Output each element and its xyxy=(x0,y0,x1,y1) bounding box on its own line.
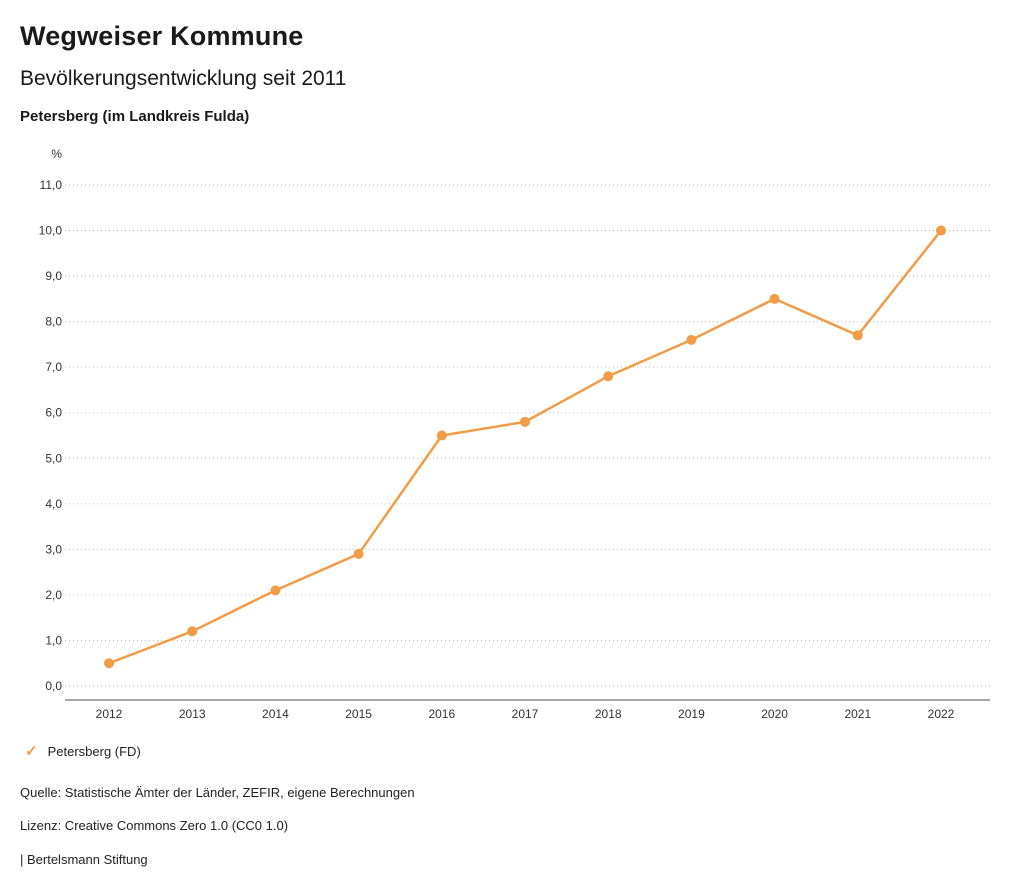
data-point[interactable] xyxy=(686,334,697,345)
attribution-text: | Bertelsmann Stiftung xyxy=(20,851,148,867)
y-tick-label: 0,0 xyxy=(45,679,62,693)
data-point[interactable] xyxy=(270,584,281,595)
data-point[interactable] xyxy=(104,657,114,668)
x-tick-label: 2020 xyxy=(761,707,788,721)
x-tick-label: 2012 xyxy=(96,707,123,721)
x-tick-label: 2013 xyxy=(179,707,206,721)
line-chart: % 0,0 1,0 2,0 3,0 4,0 5,0 6,0 7,0 8,0 9,0 10,0 11,0 2… xyxy=(39,147,990,721)
chart-region-subtitle: Petersberg (im Landkreis Fulda) xyxy=(20,107,250,125)
x-tick-label: 2014 xyxy=(262,707,289,721)
data-point[interactable] xyxy=(520,416,530,427)
source-text: Quelle: Statistische Ämter der Länder, Z… xyxy=(20,784,415,800)
y-tick-label: 9,0 xyxy=(45,269,62,283)
data-point[interactable] xyxy=(852,329,863,340)
y-tick-label: 11,0 xyxy=(40,178,63,192)
data-point[interactable] xyxy=(769,293,780,304)
legend-check-icon: ✓ xyxy=(25,742,38,760)
y-tick-label: 6,0 xyxy=(45,405,62,419)
data-point[interactable] xyxy=(603,370,614,381)
y-tick-label: 5,0 xyxy=(45,451,62,465)
y-tick-label: 7,0 xyxy=(45,360,62,374)
x-tick-label: 2021 xyxy=(844,707,871,721)
y-tick-label: 3,0 xyxy=(45,542,62,556)
y-tick-label: 8,0 xyxy=(45,314,62,328)
data-point[interactable] xyxy=(187,625,198,636)
page-title: Wegweiser Kommune xyxy=(20,21,304,51)
x-tick-label: 2018 xyxy=(595,707,622,721)
data-point[interactable] xyxy=(936,225,946,236)
y-tick-label: 4,0 xyxy=(45,496,62,510)
x-tick-label: 2022 xyxy=(928,707,955,721)
legend-label: Petersberg (FD) xyxy=(47,743,141,759)
x-tick-label: 2016 xyxy=(428,707,455,721)
x-tick-label: 2017 xyxy=(512,707,539,721)
data-line xyxy=(107,228,943,665)
y-tick-label: 1,0 xyxy=(45,633,62,647)
legend-item-petersberg[interactable]: ✓ Petersberg (FD) xyxy=(25,744,1024,759)
data-point[interactable] xyxy=(353,548,364,559)
y-tick-label: 10,0 xyxy=(39,223,63,237)
chart-page: Wegweiser Kommune Bevölkerungsentwicklun… xyxy=(20,21,1024,867)
x-tick-label: 2015 xyxy=(345,707,372,721)
x-tick-label: 2019 xyxy=(678,707,705,721)
license-text: Lizenz: Creative Commons Zero 1.0 (CC0 1… xyxy=(20,818,289,834)
data-point[interactable] xyxy=(436,430,447,441)
y-axis-unit-label: % xyxy=(51,147,62,161)
chart-title: Bevölkerungsentwicklung seit 2011 xyxy=(20,67,347,91)
y-tick-label: 2,0 xyxy=(45,587,62,601)
